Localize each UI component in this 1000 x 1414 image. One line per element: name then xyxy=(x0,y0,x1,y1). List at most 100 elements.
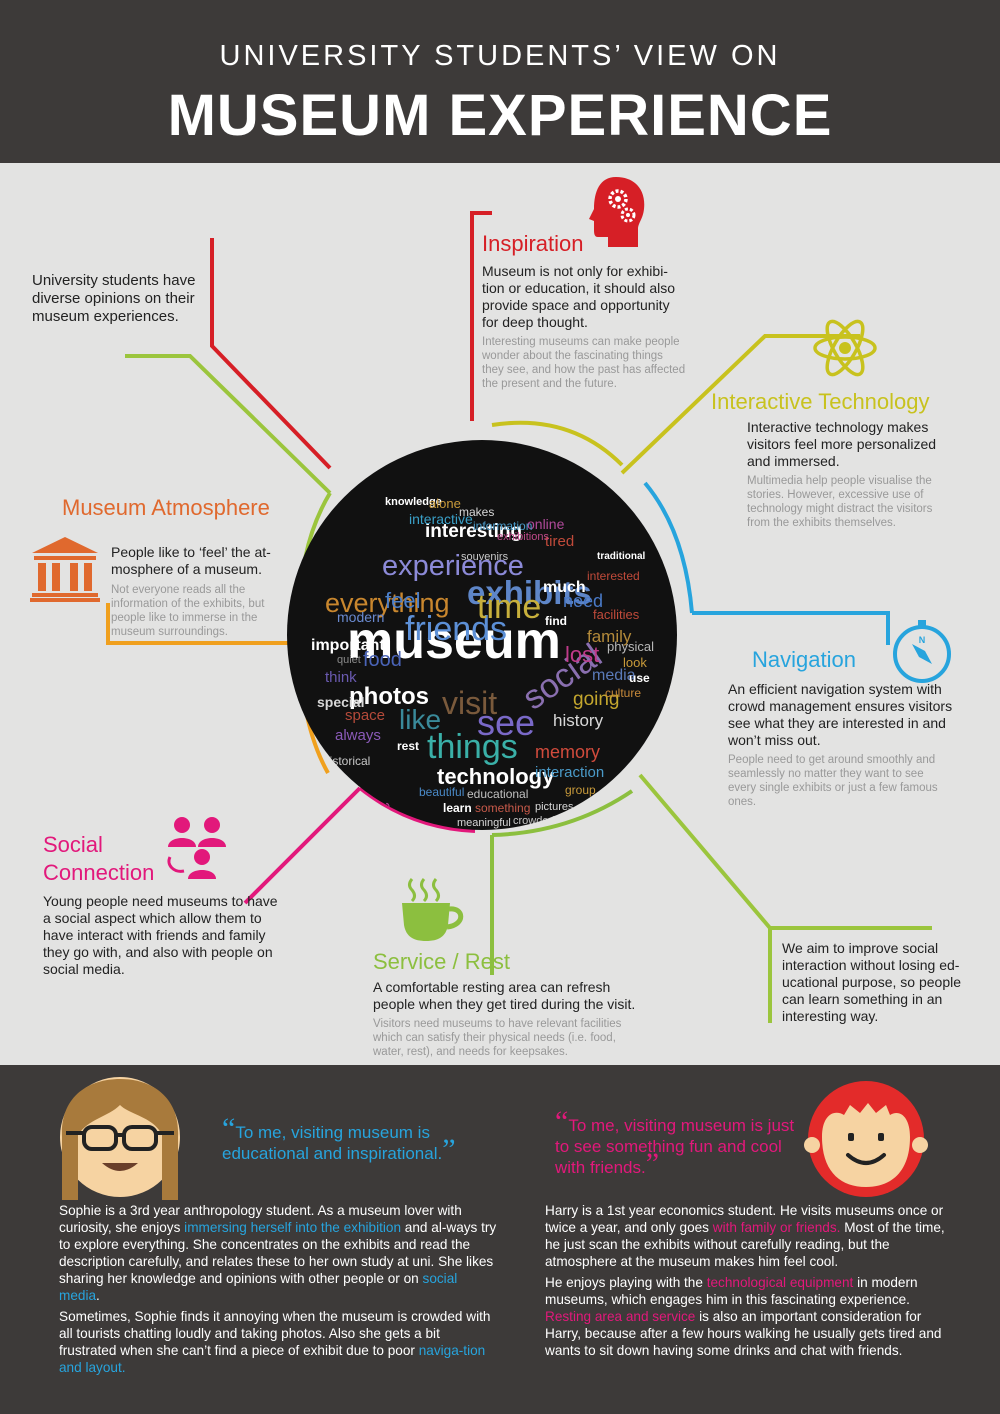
intro-text: University students have diverse opinion… xyxy=(32,272,196,325)
atmosphere-body: People like to ‘feel’ the at-mosphere of… xyxy=(111,544,271,577)
museum-building-icon xyxy=(30,537,100,602)
word-cloud-word: group xyxy=(565,783,596,797)
service-line xyxy=(491,789,634,837)
word-cloud-word: tired xyxy=(545,533,575,550)
word-cloud-word: things xyxy=(427,728,518,766)
atmosphere-line-left xyxy=(106,603,300,645)
word-cloud-word: modern xyxy=(337,609,385,625)
word-cloud-word: souvenirs xyxy=(461,551,509,563)
navigation-title: Navigation xyxy=(752,647,856,672)
word-cloud-word: makes xyxy=(459,505,495,519)
word-cloud-word: interested xyxy=(587,569,640,583)
word-cloud-word: like xyxy=(399,704,442,735)
sophie-quote: “To me, visiting museum is educational a… xyxy=(222,1112,456,1166)
service-note: Visitors need museums to have relevant f… xyxy=(373,1018,622,1058)
atom-icon xyxy=(813,319,877,377)
word-cloud-word: need xyxy=(563,591,604,611)
social-line-left xyxy=(243,786,362,905)
word-cloud-word: lost xyxy=(565,642,600,667)
word-cloud-word: online xyxy=(527,516,565,532)
sophie-avatar xyxy=(60,1077,180,1200)
word-cloud-word: something xyxy=(475,801,531,815)
word-cloud-word: pictures xyxy=(535,801,574,813)
coffee-cup-icon xyxy=(402,878,464,941)
word-cloud-word: look xyxy=(623,655,647,670)
word-cloud-word: interactive xyxy=(409,511,473,527)
word-cloud-word: food xyxy=(363,649,402,671)
word-cloud-word: special xyxy=(317,694,365,710)
personas-panel: “To me, visiting museum is educational a… xyxy=(0,1065,1000,1414)
word-cloud-word: information xyxy=(473,519,533,533)
word-cloud-word: technology xyxy=(437,764,555,789)
interactive-note: Multimedia help people visualise the sto… xyxy=(747,475,933,529)
word-cloud-word: quiet xyxy=(337,654,361,666)
word-cloud-word: always xyxy=(335,727,381,744)
word-cloud-word: important xyxy=(311,637,385,654)
service-title: Service / Rest xyxy=(373,949,510,974)
interactive-title: Interactive Technology xyxy=(711,389,930,414)
word-cloud-word: alone xyxy=(429,496,461,511)
word-cloud-word: feel xyxy=(385,588,421,613)
word-cloud-word: going xyxy=(573,689,620,710)
inspiration-line xyxy=(210,238,332,470)
word-cloud-word: use xyxy=(629,671,650,685)
navigation-note: People need to get around smoothly and s… xyxy=(728,754,938,808)
interactive-line xyxy=(491,420,624,467)
word-cloud-word: beautiful xyxy=(419,785,465,799)
word-cloud-word: exhibits xyxy=(467,574,592,611)
header-title: MUSEUM EXPERIENCE xyxy=(167,83,833,148)
word-cloud-word: museum xyxy=(347,612,561,670)
word-cloud-word: rest xyxy=(397,739,420,753)
word-cloud-word: visit xyxy=(442,685,498,721)
word-cloud-word: everything xyxy=(325,588,450,618)
word-cloud-word: interaction xyxy=(535,764,605,781)
word-cloud-word: experience xyxy=(382,550,524,582)
interactive-body: Interactive technology makes visitors fe… xyxy=(747,419,937,469)
word-cloud-word: knowledge xyxy=(385,496,442,508)
header-subtitle: UNIVERSITY STUDENTS’ VIEW ON xyxy=(219,40,781,72)
compass-icon: N xyxy=(893,620,951,683)
word-cloud-word: photos xyxy=(349,683,429,710)
inspiration-line-right xyxy=(470,211,492,421)
diagram-panel: University students have diverse opinion… xyxy=(0,163,1000,1065)
service-body: A comfortable resting area can refresh p… xyxy=(373,979,636,1012)
word-cloud-word: see xyxy=(477,702,536,743)
word-cloud-word: time xyxy=(477,588,542,626)
word-cloud-word: friends xyxy=(405,610,508,648)
social-body: Young people need museums to have a soci… xyxy=(43,893,278,977)
word-cloud: museum experience exhibits friends time every… xyxy=(287,440,677,830)
atmosphere-title: Museum Atmosphere xyxy=(62,495,270,520)
harry-story: Harry is a 1st year economics student. H… xyxy=(545,1203,945,1358)
inspiration-note: Interesting museums can make people wond… xyxy=(482,336,686,390)
social-line xyxy=(358,786,476,833)
word-cloud-word: find xyxy=(545,614,567,628)
navigation-line xyxy=(643,481,694,614)
head-gears-icon xyxy=(589,177,645,247)
navigation-body: An efficient navigation system with crow… xyxy=(728,681,953,748)
word-cloud-word: physical xyxy=(607,639,654,654)
people-group-icon xyxy=(167,817,226,879)
word-cloud-word: space xyxy=(345,707,386,724)
intro-line xyxy=(125,354,332,495)
word-cloud-word: traditional xyxy=(597,551,646,562)
social-title: Social Connection xyxy=(43,832,155,885)
atmosphere-note: Not everyone reads all the information o… xyxy=(111,584,265,638)
word-cloud-word: historical xyxy=(323,754,371,768)
conclusion-text: We aim to improve social interaction wit… xyxy=(782,940,962,1024)
inspiration-body: Museum is not only for exhibi-tion or ed… xyxy=(482,263,676,330)
word-cloud-word: media xyxy=(592,667,636,684)
word-cloud-word: think xyxy=(325,669,357,686)
harry-avatar xyxy=(804,1081,928,1197)
navigation-line-right xyxy=(692,611,890,645)
word-cloud-word: learn xyxy=(443,801,472,815)
word-cloud-word: educational xyxy=(467,787,529,801)
word-cloud-word: history xyxy=(553,711,604,730)
word-cloud-word: crowded xyxy=(513,815,555,827)
word-cloud-word: facilities xyxy=(593,607,640,622)
harry-quote: “To me, visiting museum is just to see s… xyxy=(555,1105,795,1180)
svg-text:N: N xyxy=(919,635,926,645)
word-cloud-word: interesting xyxy=(425,521,523,542)
word-cloud-word: meaningful xyxy=(457,817,511,829)
sophie-story: Sophie is a 3rd year anthropology studen… xyxy=(59,1203,497,1375)
inspiration-title: Inspiration xyxy=(482,231,584,256)
